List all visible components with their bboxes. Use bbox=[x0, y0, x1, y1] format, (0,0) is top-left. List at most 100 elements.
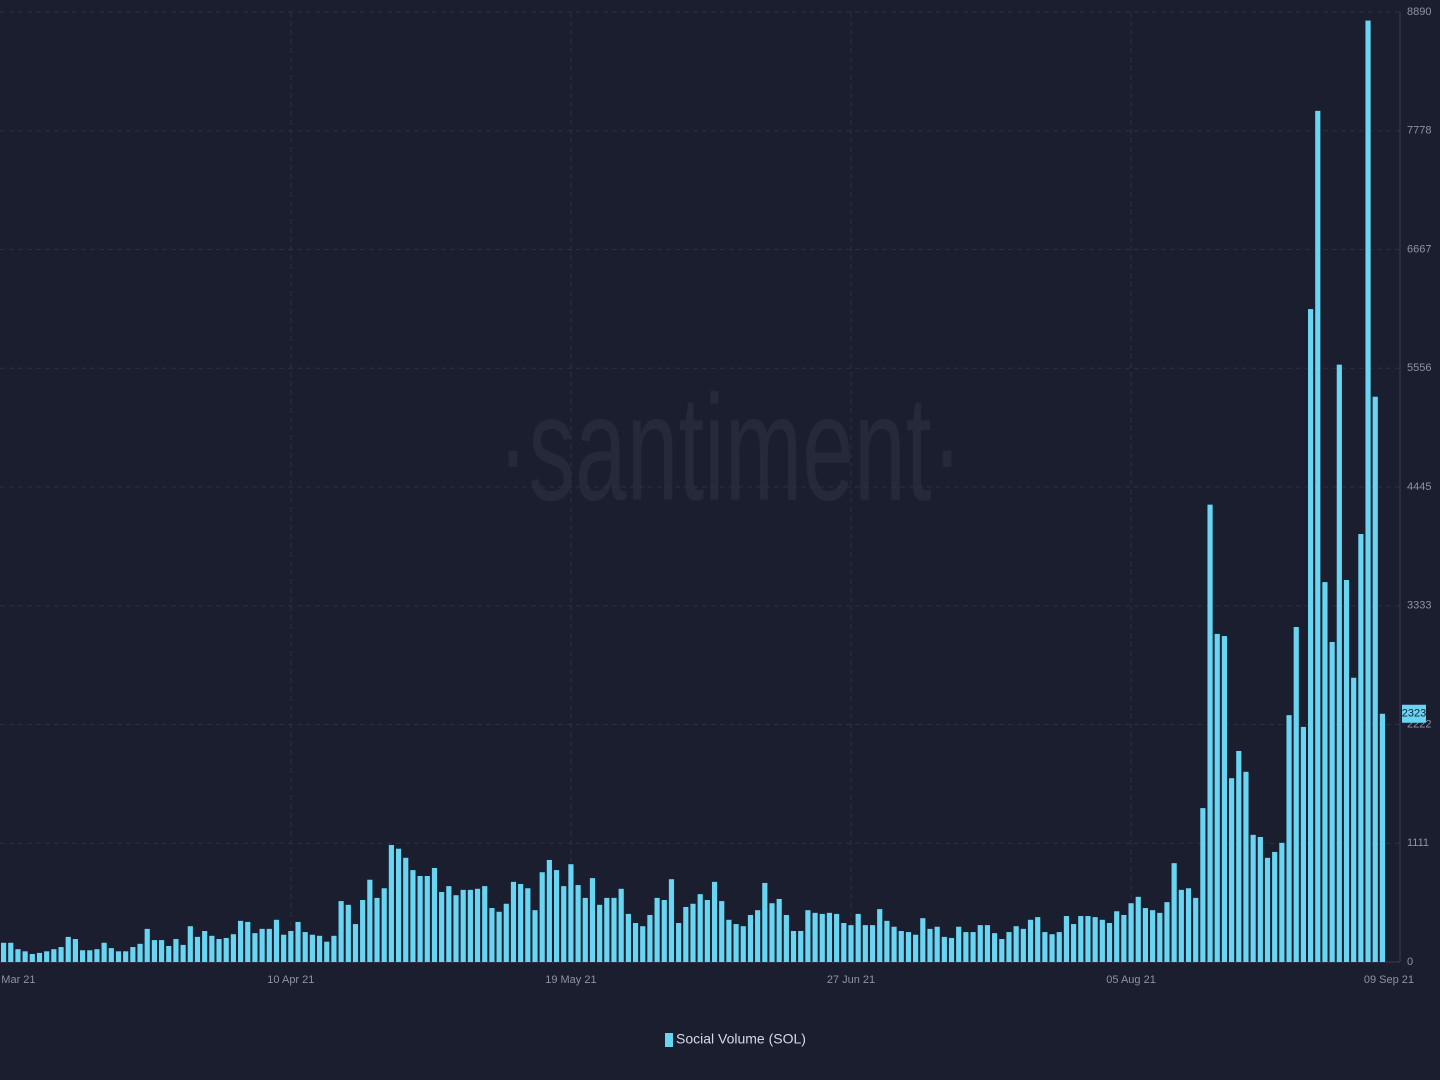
bar bbox=[977, 925, 983, 962]
bar bbox=[1142, 908, 1149, 962]
bar bbox=[740, 926, 746, 962]
bar bbox=[8, 942, 14, 962]
bar bbox=[1300, 726, 1306, 962]
bar bbox=[1178, 889, 1184, 962]
bar bbox=[36, 952, 43, 962]
bar bbox=[525, 888, 531, 962]
current-value-label: 2323 bbox=[1402, 708, 1426, 720]
legend-swatch bbox=[665, 1033, 673, 1047]
bar bbox=[891, 926, 897, 962]
bar bbox=[690, 903, 696, 962]
bar bbox=[733, 924, 739, 962]
bar bbox=[173, 939, 179, 962]
bar bbox=[776, 898, 782, 962]
bar bbox=[1056, 932, 1062, 962]
bar bbox=[65, 936, 71, 962]
bar bbox=[503, 903, 509, 962]
bar bbox=[826, 912, 833, 962]
bar bbox=[726, 919, 732, 962]
bar bbox=[704, 900, 710, 962]
bar bbox=[158, 940, 165, 962]
bar bbox=[640, 926, 646, 962]
bar bbox=[934, 926, 940, 962]
bar bbox=[252, 933, 258, 962]
bar bbox=[1236, 750, 1242, 962]
bar bbox=[58, 947, 64, 962]
bar bbox=[1027, 919, 1034, 962]
bar bbox=[1020, 928, 1026, 962]
bar bbox=[948, 937, 955, 962]
bar bbox=[410, 870, 416, 962]
bar bbox=[51, 949, 57, 962]
bar bbox=[905, 932, 912, 962]
bar bbox=[180, 944, 186, 962]
bar bbox=[855, 913, 861, 962]
bar bbox=[209, 935, 215, 962]
bar bbox=[395, 848, 402, 962]
bar bbox=[44, 951, 50, 962]
bar bbox=[1379, 713, 1385, 962]
x-tick-label: 09 Sep 21 bbox=[1364, 974, 1414, 986]
bar bbox=[920, 918, 926, 962]
bar bbox=[568, 864, 574, 962]
bar bbox=[374, 897, 380, 962]
bar bbox=[1351, 677, 1357, 962]
bar bbox=[94, 949, 100, 962]
bar bbox=[223, 937, 229, 962]
y-tick-label: 8890 bbox=[1407, 6, 1431, 18]
x-tick-label: 27 Jun 21 bbox=[827, 974, 875, 986]
bar bbox=[884, 920, 890, 962]
y-tick-label: 3333 bbox=[1407, 600, 1431, 612]
bar bbox=[834, 913, 840, 962]
bar bbox=[589, 878, 596, 962]
bar bbox=[790, 931, 797, 962]
bar bbox=[338, 901, 344, 962]
bar bbox=[841, 922, 847, 962]
bar bbox=[123, 951, 129, 962]
bar bbox=[331, 935, 337, 962]
bar bbox=[474, 888, 481, 962]
bar bbox=[360, 900, 366, 962]
bar bbox=[1135, 896, 1141, 962]
bar bbox=[1243, 771, 1249, 962]
bar bbox=[482, 886, 488, 962]
bar bbox=[1207, 504, 1213, 962]
bar bbox=[187, 926, 193, 962]
bar bbox=[798, 931, 804, 962]
bar bbox=[144, 928, 150, 962]
bar bbox=[877, 909, 883, 962]
bar bbox=[898, 931, 904, 962]
watermark: ·santiment· bbox=[497, 365, 962, 532]
bar bbox=[467, 889, 473, 962]
y-tick-label: 5556 bbox=[1407, 362, 1431, 374]
bar bbox=[87, 950, 93, 962]
bar bbox=[1279, 842, 1285, 962]
bar bbox=[1164, 902, 1170, 962]
bar bbox=[489, 908, 495, 962]
bar bbox=[1063, 916, 1070, 962]
bar bbox=[755, 910, 761, 962]
bar bbox=[1329, 641, 1335, 962]
bar bbox=[561, 886, 567, 962]
bar bbox=[29, 953, 35, 962]
bar bbox=[316, 935, 323, 962]
bar bbox=[309, 934, 315, 962]
legend-label: Social Volume (SOL) bbox=[676, 1031, 806, 1047]
bar bbox=[1078, 916, 1084, 962]
bar bbox=[345, 904, 351, 962]
x-tick-label: 05 Aug 21 bbox=[1106, 974, 1156, 986]
bar bbox=[1372, 396, 1378, 962]
bar bbox=[1193, 897, 1199, 962]
bar bbox=[216, 939, 222, 962]
bar bbox=[913, 934, 919, 962]
bar bbox=[999, 939, 1005, 962]
bar bbox=[453, 895, 459, 962]
bar bbox=[130, 947, 136, 962]
bar bbox=[668, 879, 675, 962]
bar bbox=[388, 844, 394, 962]
bar bbox=[683, 906, 689, 962]
bar bbox=[1049, 934, 1055, 962]
bar bbox=[115, 951, 122, 962]
bar bbox=[259, 928, 265, 962]
bar bbox=[237, 920, 244, 962]
